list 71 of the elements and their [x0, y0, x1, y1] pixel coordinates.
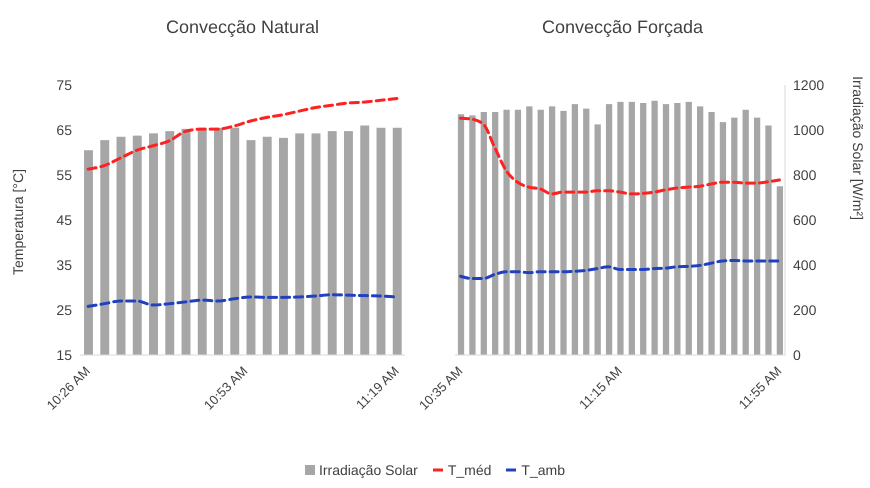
bar: [731, 118, 738, 355]
bar: [526, 106, 532, 355]
bar: [572, 104, 578, 355]
bar: [100, 140, 110, 355]
bar: [132, 136, 142, 355]
bar: [116, 136, 126, 355]
bar: [538, 110, 544, 355]
bar: [514, 110, 522, 355]
y-tick-label: 25: [56, 302, 72, 318]
y2-tick-label: 200: [793, 302, 817, 318]
bar: [360, 126, 370, 355]
bar: [594, 124, 601, 355]
bar: [312, 133, 320, 355]
y2-tick-label: 1200: [793, 76, 824, 93]
y-tick-label: 45: [56, 212, 72, 228]
y2-tick-label: 1000: [793, 122, 824, 138]
bar: [392, 128, 402, 355]
bar: [606, 104, 612, 355]
y-axis-title: Temperatura [°C]: [10, 169, 26, 275]
bar: [686, 102, 692, 355]
y2-tick-label: 800: [793, 166, 817, 183]
bar: [697, 106, 704, 355]
bar: [754, 118, 760, 355]
bar: [344, 131, 353, 355]
bar: [628, 102, 635, 355]
line-series: [86, 97, 398, 171]
bar: [765, 126, 772, 355]
bar: [708, 112, 715, 355]
y-tick-label: 55: [56, 166, 72, 183]
y-tick-label: 35: [56, 256, 72, 273]
y2-tick-label: 400: [793, 256, 817, 273]
bar: [198, 128, 207, 355]
bar: [246, 140, 256, 355]
y2-tick-label: 600: [793, 212, 817, 228]
bar: [583, 108, 590, 355]
bar: [458, 114, 464, 355]
legend-label: T_amb: [520, 462, 565, 478]
bar: [84, 150, 93, 355]
bar: [617, 102, 624, 355]
bar: [230, 128, 240, 355]
bar: [662, 104, 670, 355]
legend-label: Irradiação Solar: [318, 462, 418, 478]
bar: [651, 100, 658, 355]
bar: [503, 110, 510, 355]
bar: [674, 103, 681, 355]
bar: [149, 133, 158, 355]
bar: [560, 110, 567, 355]
y-tick-label: 15: [56, 346, 72, 363]
y-tick-label: 75: [56, 76, 72, 93]
bar: [376, 128, 386, 355]
bar: [720, 122, 726, 355]
bar: [328, 131, 337, 355]
bar: [262, 136, 272, 355]
bar: [640, 103, 646, 355]
bar: [165, 131, 174, 355]
bar: [295, 133, 304, 355]
chart-title: Convecção Natural: [164, 16, 320, 39]
bar: [182, 128, 190, 355]
bar: [469, 115, 476, 355]
bar: [742, 110, 749, 355]
y2-axis-title: Irradiação Solar [W/m²]: [850, 76, 866, 220]
y2-tick-label: 0: [793, 346, 801, 363]
bar: [214, 128, 223, 355]
bar: [548, 106, 556, 355]
bar: [492, 112, 498, 355]
chart-title: Convecção Forçada: [540, 16, 704, 39]
bar: [480, 112, 487, 355]
bar: [776, 186, 784, 355]
legend-label: T_méd: [446, 462, 492, 478]
y-tick-label: 65: [56, 122, 72, 138]
bar: [279, 138, 288, 355]
